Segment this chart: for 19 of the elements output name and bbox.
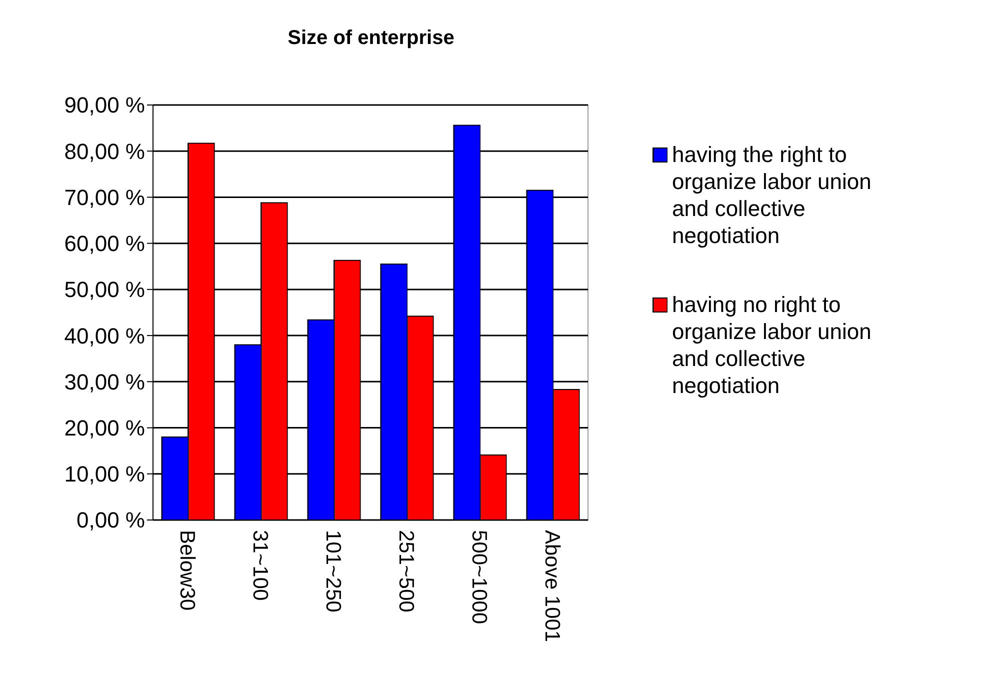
chart-title: Size of enterprise <box>288 27 454 49</box>
y-tick-label: 10,00 % <box>64 462 145 487</box>
y-tick-label: 50,00 % <box>64 277 145 302</box>
y-tick-label: 30,00 % <box>64 369 145 394</box>
legend-label: having no right to organize labor union and collective negotiation <box>672 292 872 398</box>
y-tick-label: 80,00 % <box>64 138 145 164</box>
y-tick-label: 70,00 % <box>64 184 145 210</box>
x-tick-label: 31~100 <box>248 530 272 601</box>
y-tick-label: 0,00 % <box>76 508 145 533</box>
x-tick-label: 101~250 <box>322 530 345 612</box>
x-tick-label: Below30 <box>176 530 199 611</box>
x-tick-label: Above 1001 <box>540 530 564 642</box>
y-tick-label: 20,00 % <box>64 415 145 440</box>
y-tick-label: 60,00 % <box>64 231 145 256</box>
y-tick-label: 90,00 % <box>64 92 145 118</box>
y-tick-label: 40,00 % <box>64 323 145 348</box>
x-tick-label: 251~500 <box>394 530 418 612</box>
legend-label: having the right to organize labor union and collective negotiation <box>672 142 872 248</box>
x-tick-label: 500~1000 <box>468 530 491 624</box>
